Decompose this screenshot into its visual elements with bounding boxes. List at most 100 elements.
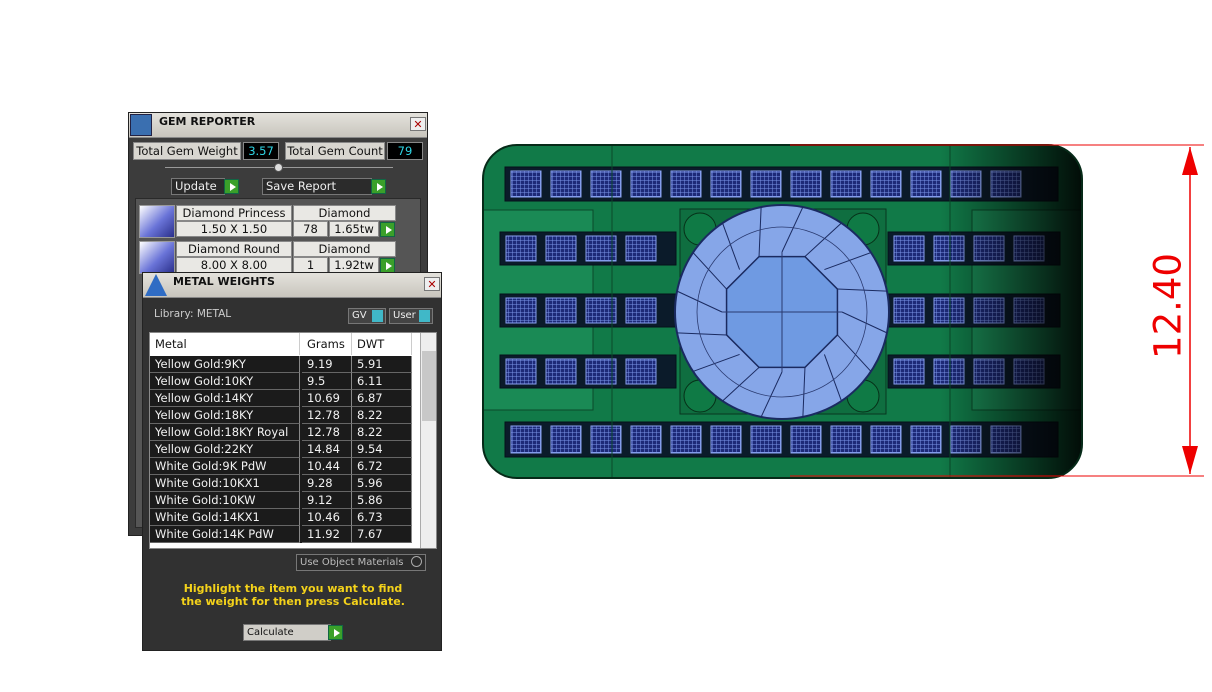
table-row[interactable]: White Gold:10KX1 9.28 5.96 (150, 475, 412, 492)
center-stone (674, 204, 890, 420)
table-row[interactable]: White Gold:10KW 9.12 5.86 (150, 492, 412, 509)
stone (933, 297, 965, 324)
calculate-button[interactable]: Calculate (243, 624, 331, 641)
calculate-arrow[interactable] (328, 625, 343, 640)
use-object-materials[interactable]: Use Object Materials (296, 554, 426, 571)
facet (692, 252, 727, 290)
table-cell: 8.22 (352, 407, 412, 424)
table-cell: 6.73 (352, 509, 412, 526)
stone (585, 297, 617, 324)
facet (837, 334, 872, 372)
facet (841, 311, 888, 334)
stone (585, 235, 617, 262)
gem-icon[interactable] (139, 241, 175, 274)
gem-name: Diamond Round (176, 241, 292, 257)
stone (933, 358, 965, 385)
slider-thumb[interactable] (274, 163, 283, 172)
stone (910, 425, 942, 454)
close-button[interactable]: ✕ (424, 277, 440, 291)
toggle-indicator (372, 310, 383, 322)
table-cell: 9.5 (302, 373, 352, 390)
prong (846, 212, 880, 246)
stone (590, 425, 622, 454)
stone (510, 170, 542, 198)
facet (804, 222, 842, 257)
dim-arrows (1182, 147, 1198, 474)
gem-arrow[interactable] (380, 222, 395, 237)
stone (750, 170, 782, 198)
gem-weight: 1.65tw (329, 221, 379, 237)
update-arrow[interactable] (224, 179, 239, 194)
total-count-label: Total Gem Count (285, 142, 385, 160)
table-row[interactable]: Yellow Gold:18KY 12.78 8.22 (150, 407, 412, 424)
title-bar: GEM REPORTER ✕ (129, 113, 427, 138)
stone (973, 297, 1005, 324)
ring-side (971, 209, 1082, 411)
table-cell: 6.87 (352, 390, 412, 407)
stone-row (499, 293, 677, 328)
stone (830, 425, 862, 454)
table-cell: 9.54 (352, 441, 412, 458)
table-cell: 10.46 (302, 509, 352, 526)
table-row[interactable]: White Gold:14KX1 10.46 6.73 (150, 509, 412, 526)
stone (670, 170, 702, 198)
update-button[interactable]: Update (171, 178, 225, 195)
gem-material: Diamond (293, 205, 396, 221)
scrollbar[interactable] (420, 333, 436, 548)
table-cell: 10.44 (302, 458, 352, 475)
facet (837, 288, 887, 292)
stone (630, 170, 662, 198)
metal-table: Metal Grams DWT Yellow Gold:9KY 9.19 5.91 Yell… (149, 332, 437, 549)
save-report-button[interactable]: Save Report (262, 178, 372, 195)
save-report-arrow[interactable] (371, 179, 386, 194)
stone (545, 297, 577, 324)
prong (683, 212, 717, 246)
stone (990, 425, 1022, 454)
stone (590, 170, 622, 198)
facet (802, 367, 806, 417)
facet (676, 290, 723, 313)
stone (505, 297, 537, 324)
gem-arrow[interactable] (380, 258, 395, 273)
table-row[interactable]: White Gold:9K PdW 10.44 6.72 (150, 458, 412, 475)
stone (585, 358, 617, 385)
radio[interactable] (411, 556, 422, 567)
table-cell: 9.12 (302, 492, 352, 509)
stone (790, 170, 822, 198)
scroll-thumb[interactable] (422, 351, 436, 421)
stone (625, 358, 657, 385)
table-cell: 7.67 (352, 526, 412, 543)
stone (505, 235, 537, 262)
stone (625, 235, 657, 262)
stone (893, 297, 925, 324)
table-cell: 6.72 (352, 458, 412, 475)
stone (870, 425, 902, 454)
gem-name: Diamond Princess (176, 205, 292, 221)
table-row[interactable]: Yellow Gold:22KY 14.84 9.54 (150, 441, 412, 458)
panel-title: METAL WEIGHTS (173, 275, 275, 288)
table-row[interactable]: Yellow Gold:18KY Royal 12.78 8.22 (150, 424, 412, 441)
ring-side (483, 209, 594, 411)
gem-count: 1 (293, 257, 328, 273)
table-row[interactable]: Yellow Gold:10KY 9.5 6.11 (150, 373, 412, 390)
table-row[interactable]: Yellow Gold:9KY 9.19 5.91 (150, 356, 412, 373)
table-row[interactable]: Yellow Gold:14KY 10.69 6.87 (150, 390, 412, 407)
gem-icon[interactable] (139, 205, 175, 238)
metal-weights-panel: METAL WEIGHTS ✕ Library: METAL GV User M… (142, 272, 442, 651)
gem-weight: 1.92tw (329, 257, 379, 273)
close-button[interactable]: ✕ (410, 117, 426, 131)
shade (940, 145, 1082, 478)
facet (781, 206, 804, 253)
facet (823, 354, 842, 402)
table-row[interactable]: White Gold:14K PdW 11.92 7.67 (150, 526, 412, 543)
prong (846, 379, 880, 413)
table-cell: 5.91 (352, 356, 412, 373)
stone (750, 425, 782, 454)
panel-icon (130, 114, 152, 136)
stone (625, 297, 657, 324)
stone-row (504, 166, 1059, 202)
gem-material: Diamond (293, 241, 396, 257)
table-cell: Yellow Gold:10KY (150, 373, 300, 390)
column-header: DWT (352, 333, 412, 355)
